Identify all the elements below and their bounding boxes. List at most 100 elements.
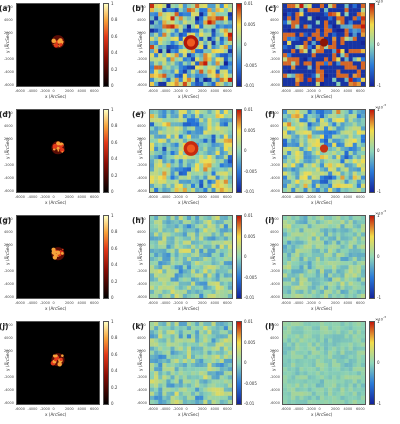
- diff-pixel: [311, 28, 316, 33]
- diff-pixel: [227, 269, 232, 274]
- diff-pixel: [227, 338, 232, 343]
- diff-pixel: [328, 289, 333, 295]
- diff-pixel: [182, 277, 188, 282]
- colorbar: [236, 3, 242, 87]
- diff-pixel: [215, 334, 220, 339]
- diff-pixel: [219, 12, 224, 17]
- diff-pixel: [324, 220, 329, 225]
- diff-pixel: [158, 391, 163, 396]
- diff-pixel: [162, 338, 167, 343]
- diff-pixel: [303, 216, 308, 221]
- diff-pixel: [162, 45, 167, 50]
- diff-pixel: [303, 134, 308, 139]
- diff-pixel: [295, 399, 300, 404]
- diff-pixel: [336, 252, 341, 258]
- diff-pixel: [295, 363, 300, 368]
- diff-pixel: [215, 49, 220, 54]
- diff-pixel: [360, 69, 365, 74]
- diff-pixel: [186, 269, 192, 274]
- diff-pixel: [328, 20, 333, 25]
- diff-pixel: [324, 36, 329, 42]
- diff-pixel: [174, 289, 179, 295]
- diff-pixel: [344, 383, 349, 388]
- diff-pixel: [295, 273, 300, 278]
- colorbar-tick: 0: [111, 295, 114, 300]
- diff-pixel: [154, 134, 159, 139]
- diff-pixel: [191, 224, 196, 229]
- diff-pixel: [150, 171, 155, 176]
- diff-pixel: [166, 338, 171, 343]
- diff-pixel: [307, 118, 312, 123]
- diff-pixel: [336, 338, 341, 343]
- diff-pixel: [207, 248, 212, 254]
- diff-pixel: [182, 330, 188, 335]
- diff-pixel: [295, 81, 300, 86]
- diff-pixel: [332, 228, 337, 233]
- diff-pixel: [307, 358, 312, 364]
- y-tick-label: -2000: [270, 269, 280, 273]
- diff-pixel: [199, 281, 204, 286]
- diff-pixel: [328, 179, 333, 184]
- diff-pixel: [307, 175, 312, 180]
- diff-pixel: [166, 114, 171, 119]
- diff-pixel: [356, 163, 362, 168]
- diff-pixel: [158, 273, 163, 278]
- diff-pixel: [199, 399, 204, 404]
- diff-pixel: [332, 338, 337, 343]
- diff-pixel: [227, 265, 232, 270]
- active-region: [56, 141, 61, 146]
- colorbar-tick: 1: [111, 1, 114, 6]
- diff-pixel: [211, 28, 216, 33]
- diff-pixel: [178, 138, 183, 143]
- diff-pixel: [219, 358, 224, 364]
- diff-pixel: [336, 4, 341, 9]
- diff-pixel: [170, 4, 175, 9]
- diff-pixel: [283, 28, 288, 33]
- diff-pixel: [223, 142, 229, 148]
- diff-pixel: [311, 8, 316, 13]
- diff-pixel: [211, 322, 216, 327]
- diff-pixel: [340, 216, 345, 221]
- diff-pixel: [211, 151, 216, 156]
- diff-pixel: [287, 261, 292, 266]
- diff-pixel: [344, 146, 349, 152]
- diff-pixel: [199, 265, 204, 270]
- diff-pixel: [340, 171, 345, 176]
- diff-pixel: [219, 65, 224, 70]
- figure-panel: (f) 6000 4000 2000 0 -2000 -4000 -6000 -6000 -400…: [265, 103, 400, 212]
- diff-pixel: [291, 77, 296, 83]
- diff-pixel: [174, 277, 179, 282]
- diff-pixel: [215, 387, 220, 392]
- diff-pixel: [283, 179, 288, 184]
- diff-pixel: [186, 293, 192, 298]
- diff-pixel: [227, 49, 232, 54]
- x-tick-label: 4000: [77, 195, 87, 199]
- diff-pixel: [340, 118, 345, 123]
- diff-pixel: [182, 383, 188, 388]
- active-region: [58, 42, 63, 47]
- diff-pixel: [186, 363, 192, 368]
- diff-pixel: [303, 155, 308, 160]
- diff-pixel: [199, 322, 204, 327]
- diff-pixel: [283, 232, 288, 237]
- diff-pixel: [191, 81, 196, 86]
- diff-pixel: [299, 171, 304, 176]
- x-tick-label: 4000: [210, 407, 220, 411]
- diff-pixel: [203, 40, 208, 46]
- x-tick-label: -4000: [293, 301, 304, 305]
- diff-pixel: [203, 28, 208, 33]
- diff-pixel: [170, 175, 175, 180]
- diff-pixel: [324, 387, 329, 392]
- x-axis-label: x (ArcSec): [178, 306, 200, 311]
- diff-pixel: [332, 163, 337, 168]
- diff-pixel: [191, 134, 196, 139]
- diff-pixel: [299, 118, 304, 123]
- diff-pixel: [340, 383, 345, 388]
- diff-pixel: [324, 32, 329, 37]
- diff-pixel: [219, 142, 224, 148]
- diff-pixel: [360, 155, 365, 160]
- diff-pixel: [356, 322, 362, 327]
- diff-pixel: [303, 346, 308, 351]
- diff-pixel: [283, 183, 288, 189]
- diff-pixel: [199, 277, 204, 282]
